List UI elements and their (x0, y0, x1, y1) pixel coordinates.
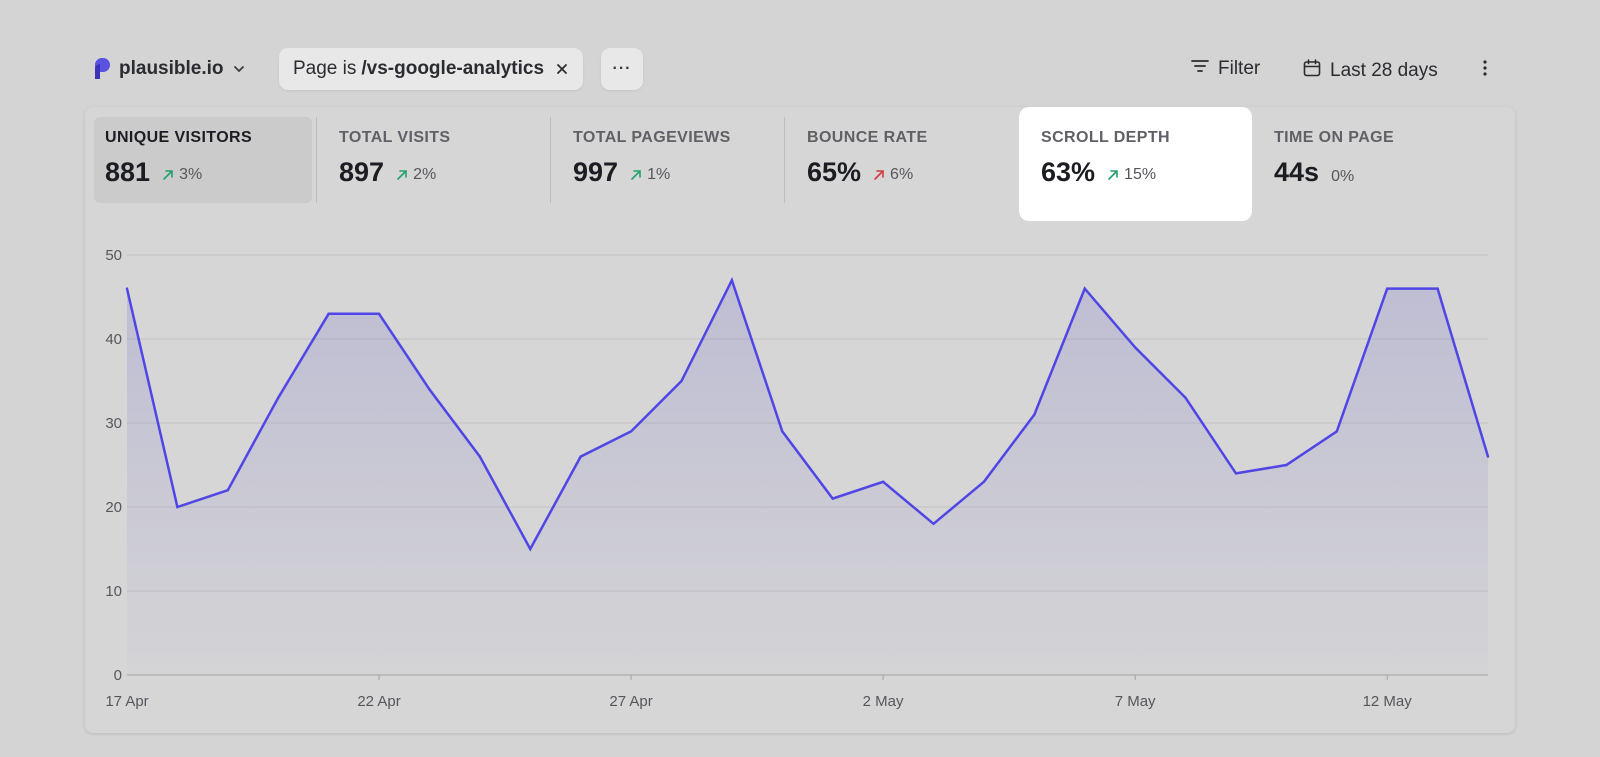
metric-change: 3% (162, 166, 202, 184)
date-range-label: Last 28 days (1330, 60, 1438, 81)
data-point (428, 388, 431, 391)
data-point (982, 480, 986, 483)
arrow-up-right-icon (163, 170, 173, 180)
x-tick-label: 2 May (863, 693, 904, 710)
data-point (1486, 455, 1490, 458)
x-tick-label: 22 Apr (357, 693, 400, 710)
y-tick-label: 20 (105, 499, 122, 516)
data-point (629, 430, 633, 433)
data-point (1033, 413, 1036, 416)
x-tick-label: 7 May (1115, 693, 1156, 710)
data-point (277, 396, 280, 399)
chevron-down-icon (232, 62, 246, 76)
data-point (1184, 396, 1187, 399)
x-tick-label: 17 Apr (105, 693, 148, 710)
data-point (680, 379, 683, 383)
metric-change-text: 6% (890, 166, 914, 183)
data-point (1234, 472, 1238, 475)
metric-value: 897 (339, 157, 385, 187)
metric-divider (550, 117, 551, 203)
metric-value: 881 (105, 157, 151, 187)
metric-change: 15% (1107, 166, 1156, 184)
x-tick-label: 27 Apr (609, 693, 652, 710)
filter-icon (1190, 58, 1210, 80)
y-tick-label: 50 (105, 247, 122, 264)
data-point (377, 312, 381, 315)
site-name: plausible.io (119, 58, 224, 79)
metric-change-text: 3% (179, 166, 203, 183)
data-point (529, 547, 532, 551)
data-point (226, 489, 230, 492)
metric-change: 2% (396, 166, 436, 184)
metric-total-pageviews[interactable]: TOTAL PAGEVIEWS 997 1% (562, 117, 780, 203)
data-point (1083, 287, 1086, 290)
metric-change: 6% (873, 166, 913, 184)
metric-change-text: 0% (1331, 168, 1355, 185)
filter-label: Filter (1218, 58, 1261, 79)
close-icon[interactable] (555, 62, 569, 76)
metric-divider (316, 117, 317, 203)
metric-change: 0% (1331, 168, 1354, 186)
metric-change-text: 1% (647, 166, 671, 183)
series-line (125, 276, 1490, 552)
data-point (831, 497, 834, 500)
more-filters-button[interactable]: ··· (601, 48, 643, 90)
arrow-up-right-icon (1108, 170, 1118, 180)
metric-label: TOTAL VISITS (339, 129, 451, 146)
data-point (1133, 346, 1137, 349)
site-switcher[interactable]: plausible.io (93, 56, 246, 82)
data-point (478, 455, 482, 458)
filter-button[interactable]: Filter (1190, 58, 1260, 80)
arrow-up-right-icon (397, 170, 407, 180)
metric-label: TIME ON PAGE (1274, 129, 1395, 146)
metric-unique-visitors[interactable]: UNIQUE VISITORS 881 3% (94, 117, 312, 203)
metric-change-text: 2% (413, 166, 437, 183)
y-tick-label: 10 (105, 583, 122, 600)
metric-time-on-page[interactable]: TIME ON PAGE 44s 0% (1263, 117, 1481, 203)
filter-prefix: Page is (293, 58, 357, 79)
calendar-icon (1302, 58, 1322, 84)
filter-value: /vs-google-analytics (361, 58, 545, 79)
metric-value: 44s (1274, 157, 1320, 187)
metric-label: BOUNCE RATE (807, 129, 928, 146)
data-point (781, 430, 784, 433)
page-filter-pill[interactable]: Page is /vs-google-analytics (279, 48, 583, 90)
metric-change-text: 15% (1124, 166, 1157, 183)
metric-label: SCROLL DEPTH (1041, 129, 1170, 146)
metric-scroll-depth[interactable]: SCROLL DEPTH 63% 15% (1019, 107, 1252, 221)
data-point (1436, 287, 1439, 290)
arrow-up-right-icon (631, 170, 641, 180)
plausible-logo-icon (93, 57, 111, 81)
data-point (176, 505, 179, 509)
data-point (881, 480, 885, 483)
metric-value: 63% (1041, 157, 1096, 187)
metric-divider (784, 117, 785, 203)
date-range-picker[interactable]: Last 28 days (1302, 58, 1438, 84)
metric-bounce-rate[interactable]: BOUNCE RATE 65% 6% (796, 117, 1014, 203)
metric-value: 65% (807, 157, 862, 187)
data-point (730, 279, 734, 282)
metric-label: UNIQUE VISITORS (105, 129, 253, 146)
data-point (932, 522, 935, 525)
y-tick-label: 30 (105, 415, 122, 432)
data-point (1335, 430, 1338, 433)
x-tick-label: 12 May (1363, 693, 1413, 710)
metric-change: 1% (630, 166, 670, 184)
arrow-up-right-icon (874, 170, 884, 180)
metric-value: 997 (573, 157, 619, 187)
visitors-chart[interactable]: 0 10 20 30 40 50 17 Apr 22 Apr 27 Apr 2 May 7 May 1… (85, 230, 1515, 710)
metric-total-visits[interactable]: TOTAL VISITS 897 2% (328, 117, 546, 203)
data-point (1285, 463, 1288, 467)
top-bar: plausible.io Page is /vs-google-analytic… (85, 46, 1515, 90)
metric-label: TOTAL PAGEVIEWS (573, 129, 731, 146)
more-options-icon[interactable] (1480, 58, 1490, 78)
data-point (327, 312, 330, 315)
data-point (579, 455, 582, 458)
data-point (1385, 287, 1389, 290)
y-tick-label: 40 (105, 331, 122, 348)
y-tick-label: 0 (114, 667, 122, 684)
series-area (127, 280, 1488, 675)
data-point (125, 287, 129, 290)
